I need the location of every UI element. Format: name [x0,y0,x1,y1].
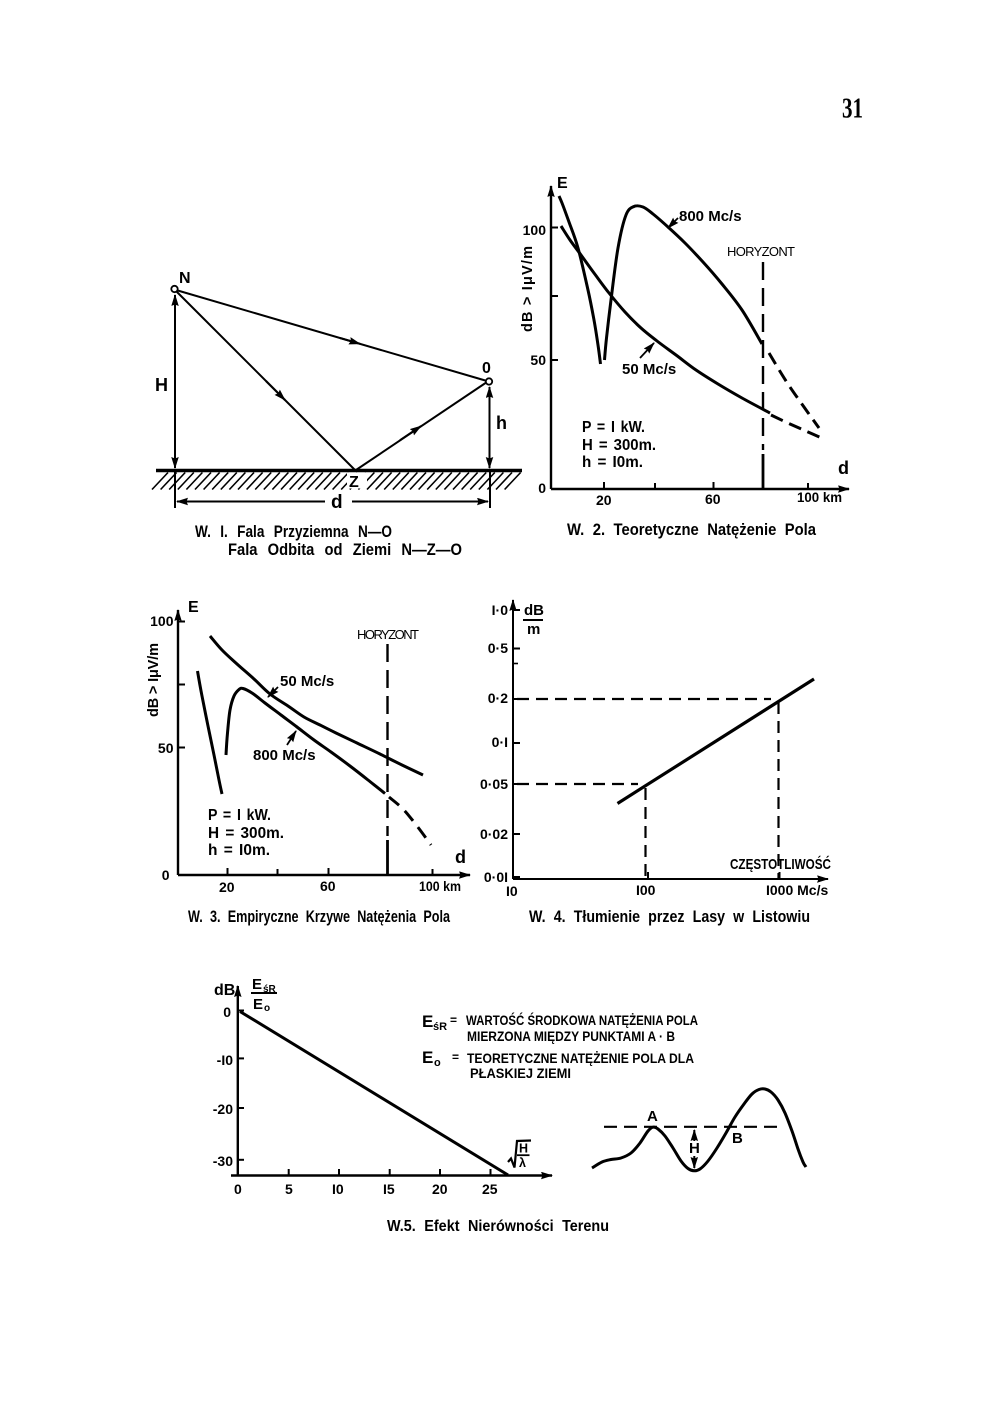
svg-text:dB: dB [524,602,544,619]
svg-text:h = I0m.: h = I0m. [582,454,643,471]
svg-text:h: h [496,413,507,433]
svg-text:W. 3. Empiryczne Krzywe Nat: W. 3. Empiryczne Krzywe Natężenia Pola [188,907,450,926]
svg-text:B: B [732,1130,743,1147]
svg-text:I·0: I·0 [492,602,509,618]
svg-text:=: = [450,1013,457,1027]
svg-text:0·05: 0·05 [480,776,508,792]
svg-text:E: E [557,175,568,192]
svg-text:100: 100 [523,222,547,238]
svg-text:800 Mc/s: 800 Mc/s [679,208,742,225]
svg-text:WARTOŚĆ ŚRODKOWA NATĘŻENIA POL: WARTOŚĆ ŚRODKOWA NATĘŻENIA POLA [466,1013,698,1028]
svg-text:100: 100 [150,613,174,629]
svg-text:=: = [452,1050,459,1064]
svg-text:H = 300m.: H = 300m. [208,825,284,842]
svg-text:PŁASKIEJ ZIEMI: PŁASKIEJ ZIEMI [470,1066,571,1081]
svg-text:I000 Mc/s: I000 Mc/s [766,882,828,898]
svg-text:Z: Z [349,474,359,491]
svg-text:0: 0 [538,480,546,496]
svg-text:dB > IμV/m: dB > IμV/m [520,246,536,332]
svg-text:60: 60 [705,491,721,507]
svg-text:800 Mc/s: 800 Mc/s [253,747,316,764]
svg-text:100 km: 100 km [419,878,461,894]
svg-text:100 km: 100 km [797,489,842,505]
svg-text:P = I kW.: P = I kW. [582,419,645,436]
svg-text:50: 50 [158,740,174,756]
svg-text:m: m [527,621,540,638]
svg-text:50 Mc/s: 50 Mc/s [280,673,334,690]
svg-text:o: o [434,1057,441,1069]
svg-text:25: 25 [482,1181,498,1197]
svg-text:d: d [331,492,343,513]
svg-text:CZĘSTOTLIWOŚĆ: CZĘSTOTLIWOŚĆ [730,855,831,873]
svg-text:20: 20 [432,1181,448,1197]
svg-text:E: E [422,1012,433,1031]
svg-text:W. 4. Tłumienie przez Lasy: W. 4. Tłumienie przez Lasy w Listowiu [529,907,810,926]
svg-text:P = I kW.: P = I kW. [208,807,271,824]
svg-text:dB > IμV/m: dB > IμV/m [146,643,162,717]
svg-text:Fala Odbita od Ziemi N—Z—O: Fala Odbita od Ziemi N—Z—O [228,540,462,559]
svg-text:A: A [647,1108,658,1125]
svg-text:E: E [252,976,262,993]
svg-text:W. 2. Teoretyczne Natężenie: W. 2. Teoretyczne Natężenie Pola [567,520,816,539]
svg-text:HORYZONT: HORYZONT [727,244,795,259]
svg-text:60: 60 [320,878,336,894]
svg-text:50 Mc/s: 50 Mc/s [622,361,676,378]
svg-text:W. I. Fala Przyziemna N—O: W. I. Fala Przyziemna N—O [195,522,392,541]
svg-text:N: N [179,270,191,287]
svg-text:λ: λ [519,1156,526,1170]
svg-text:HORYZONT: HORYZONT [357,627,419,642]
svg-text:TEORETYCZNE NATĘŻENIE POLA DLA: TEORETYCZNE NATĘŻENIE POLA DLA [467,1051,694,1066]
svg-text:0·I: 0·I [492,734,508,750]
svg-text:śR: śR [263,984,277,995]
svg-text:E: E [422,1048,433,1067]
svg-text:W.5. Efekt Nierówności Tere: W.5. Efekt Nierówności Terenu [387,1218,609,1235]
svg-text:d: d [838,458,849,478]
svg-text:E: E [188,599,199,616]
svg-text:H: H [689,1140,700,1157]
svg-text:H: H [519,1142,528,1156]
svg-text:I0: I0 [506,883,518,899]
svg-text:0·02: 0·02 [480,826,508,842]
svg-text:0: 0 [482,360,491,377]
svg-text:H: H [155,375,168,395]
svg-text:0·2: 0·2 [488,690,508,706]
svg-text:-I0: -I0 [217,1052,234,1068]
svg-text:20: 20 [219,879,235,895]
svg-text:0·0I: 0·0I [484,869,508,885]
svg-text:śR: śR [433,1021,447,1033]
svg-text:0: 0 [162,867,170,883]
svg-text:h = I0m.: h = I0m. [208,842,270,859]
svg-text:31: 31 [842,94,863,125]
svg-text:50: 50 [530,352,546,368]
svg-text:d: d [455,847,466,867]
svg-text:I5: I5 [383,1181,395,1197]
svg-text:0: 0 [223,1004,231,1020]
svg-text:H = 300m.: H = 300m. [582,437,656,454]
svg-text:0·5: 0·5 [488,640,508,656]
svg-text:dB: dB [214,982,235,999]
svg-text:5: 5 [285,1181,293,1197]
svg-text:-30: -30 [213,1153,233,1169]
svg-text:-20: -20 [213,1101,233,1117]
svg-text:MIERZONA MIĘDZY PUNKTAMI A · B: MIERZONA MIĘDZY PUNKTAMI A · B [467,1029,675,1044]
svg-text:20: 20 [596,492,612,508]
svg-text:o: o [264,1003,270,1014]
svg-text:0: 0 [234,1181,242,1197]
svg-text:E: E [253,996,263,1013]
svg-text:I00: I00 [636,882,656,898]
svg-text:I0: I0 [332,1181,344,1197]
